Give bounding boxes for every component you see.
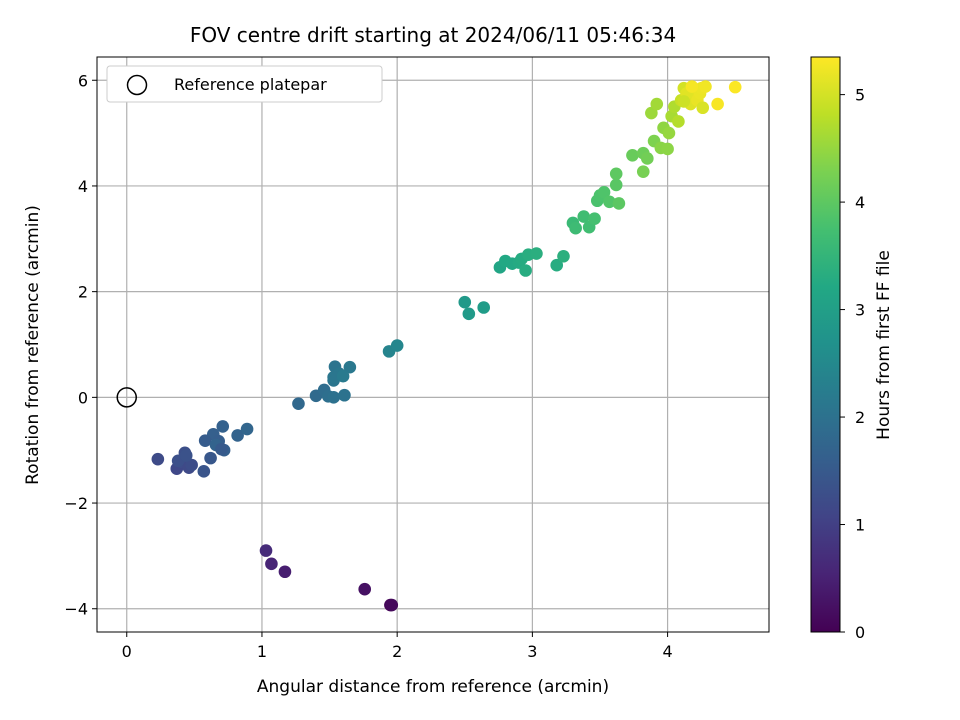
x-tick-label: 1	[257, 642, 267, 661]
data-point	[550, 258, 564, 272]
x-tick-label: 3	[527, 642, 537, 661]
colorbar-frame	[810, 56, 841, 633]
data-point	[265, 557, 278, 571]
colorbar-ticks: 0 1 2 3 4 5	[840, 86, 865, 642]
colorbar: 0 1 2 3 4 5 Hours from first FF file	[810, 56, 894, 642]
data-point	[259, 544, 273, 557]
data-point	[609, 167, 623, 181]
data-point	[519, 264, 532, 277]
x-axis-ticks: 0 1 2 3 4	[122, 632, 673, 661]
colorbar-gradient	[811, 57, 840, 632]
chart-title: FOV centre drift starting at 2024/06/11 …	[190, 23, 676, 47]
colorbar-tick-label: 5	[855, 86, 865, 105]
legend-marker	[126, 74, 148, 96]
x-tick-label: 2	[392, 642, 402, 661]
legend-label: Reference platepar	[174, 75, 327, 94]
scatter-points	[151, 80, 742, 612]
y-tick-label: −4	[64, 600, 88, 619]
colorbar-tick-label: 4	[855, 193, 865, 212]
data-point	[636, 165, 650, 178]
data-point	[661, 142, 674, 156]
data-point	[672, 115, 685, 128]
data-point	[185, 458, 198, 472]
colorbar-tick-label: 1	[855, 516, 865, 535]
data-point	[557, 249, 570, 263]
data-point	[685, 80, 699, 93]
data-point	[358, 582, 372, 596]
data-point	[462, 307, 476, 321]
x-axis-label: Angular distance from reference (arcmin)	[257, 677, 609, 697]
legend-box	[106, 65, 383, 103]
data-point	[197, 465, 211, 478]
x-tick-label: 4	[662, 642, 672, 661]
data-point	[216, 420, 230, 433]
y-tick-label: 4	[78, 177, 88, 196]
data-point	[343, 360, 357, 374]
data-point	[609, 178, 623, 192]
colorbar-tick-label: 0	[855, 623, 865, 642]
y-axis-label: Rotation from reference (arcmin)	[23, 205, 43, 485]
data-point	[231, 429, 244, 442]
data-point	[612, 197, 626, 210]
y-tick-label: 0	[78, 388, 88, 407]
y-tick-label: 6	[78, 71, 88, 90]
data-point	[626, 148, 639, 162]
data-point	[603, 195, 616, 209]
data-point	[677, 95, 691, 108]
y-tick-label: 2	[78, 283, 88, 302]
colorbar-tick-label: 3	[855, 301, 865, 320]
data-point	[699, 80, 712, 93]
reference-marker-layer	[116, 387, 137, 408]
data-point	[292, 397, 305, 410]
data-point	[662, 126, 676, 140]
y-tick-label: −2	[64, 494, 88, 513]
data-point	[327, 391, 340, 404]
colorbar-label: Hours from first FF file	[874, 250, 894, 440]
plot-frame	[96, 56, 770, 633]
legend: Reference platepar	[106, 65, 383, 103]
data-point	[458, 295, 472, 309]
data-point	[336, 369, 350, 383]
colorbar-tick-label: 2	[855, 408, 865, 427]
data-point	[179, 449, 193, 462]
x-tick-label: 0	[122, 642, 132, 661]
data-point	[327, 370, 340, 384]
data-point	[711, 97, 724, 111]
data-point	[530, 247, 543, 260]
reference-platepar-marker	[116, 387, 137, 408]
data-point	[696, 101, 710, 115]
data-point	[385, 598, 399, 612]
data-point	[204, 451, 217, 465]
data-point	[577, 210, 591, 223]
data-point	[240, 422, 254, 436]
data-point	[650, 97, 664, 111]
data-point	[728, 80, 742, 94]
data-point	[597, 185, 611, 199]
data-point	[390, 339, 404, 352]
data-point	[588, 212, 601, 226]
data-point	[338, 388, 351, 402]
data-point	[198, 434, 212, 447]
data-point	[278, 565, 292, 579]
data-point	[477, 301, 491, 314]
data-point	[215, 442, 228, 456]
data-point	[641, 152, 654, 165]
data-point	[569, 221, 582, 235]
data-point	[151, 452, 165, 466]
y-axis-ticks: −4 −2 0 2 4 6	[64, 71, 97, 619]
